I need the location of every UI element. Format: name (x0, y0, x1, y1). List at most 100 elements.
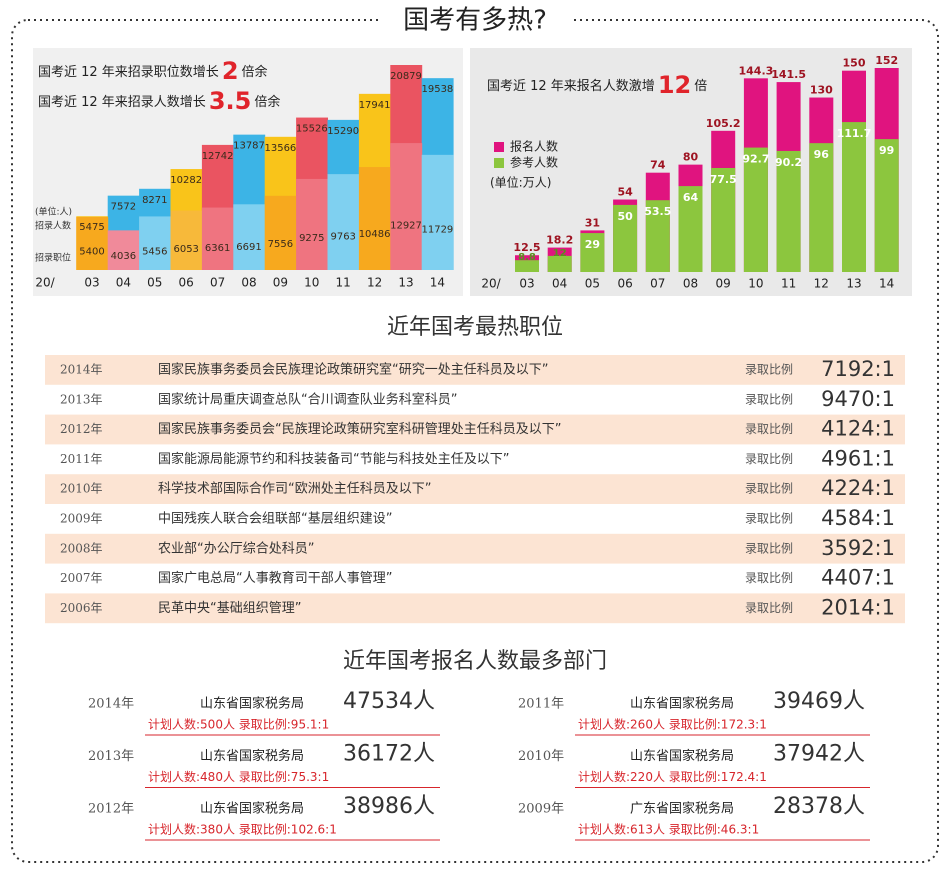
ratio-value: 7192:1 (821, 357, 895, 381)
x-tick-label: 12 (814, 277, 829, 291)
applicant-count: 39469 (773, 689, 843, 714)
x-tick-label: 09 (716, 277, 731, 291)
value-label: 105.2 (706, 117, 741, 130)
row-year: 2007年 (60, 571, 103, 585)
x-tick-label: 06 (617, 277, 632, 291)
row-year: 2008年 (60, 541, 103, 555)
row-band (45, 593, 905, 624)
row-year: 2014年 (60, 363, 103, 377)
post-count-area (201, 207, 234, 270)
x-tick-label: 05 (585, 277, 600, 291)
x-tick-label: 03 (84, 276, 99, 290)
dept-detail: 计划人数:260人 录取比例:172.3:1 (578, 717, 767, 732)
ratio-label: 录取比例 (745, 422, 793, 436)
attendee-bar (678, 186, 703, 272)
x-tick-label: 08 (683, 277, 698, 291)
dept-detail: 计划人数:220人 录取比例:172.4:1 (578, 769, 767, 784)
ratio-label: 录取比例 (745, 363, 793, 377)
ratio-label: 录取比例 (745, 512, 793, 526)
x-tick-label: 06 (179, 276, 194, 290)
ratio-label: 录取比例 (745, 392, 793, 406)
row-position: 科学技术部国际合作司“欧洲处主任科员及以下” (158, 481, 431, 497)
ratio-value: 4124:1 (821, 417, 895, 441)
x-tick-label: 10 (304, 276, 319, 290)
value-label: 13566 (264, 143, 296, 154)
headline-suffix: 倍 (694, 79, 707, 94)
ratio-value: 4224:1 (821, 476, 895, 500)
post-count-area (107, 230, 140, 270)
x-tick-label: 14 (430, 276, 445, 290)
dept-year: 2010年 (518, 749, 564, 764)
row-position: 中国残疾人联合会组联部“基层组织建设” (158, 512, 392, 527)
ratio-label: 录取比例 (745, 452, 793, 466)
post-count-area (233, 204, 266, 270)
value-label: 20879 (390, 71, 422, 82)
headline: 国考近 12 年来报名人数激增 12 倍 (487, 71, 707, 99)
ratio-label: 录取比例 (745, 482, 793, 496)
count-unit: 人 (843, 742, 865, 767)
dept-year: 2009年 (518, 802, 564, 817)
x-tick-label: 10 (748, 277, 763, 291)
page-title: 国考有多热? (403, 6, 547, 36)
value-label: 111.7 (837, 127, 872, 140)
dept-year: 2012年 (88, 802, 134, 817)
dept-detail: 计划人数:380人 录取比例:102.6:1 (148, 822, 337, 837)
x-tick-label: 13 (846, 277, 861, 291)
ratio-value: 4407:1 (821, 566, 895, 590)
attendee-bar (874, 139, 899, 272)
x-tick-label: 11 (336, 276, 351, 290)
post-count-area (264, 195, 297, 270)
value-label: 74 (650, 159, 666, 172)
post-count-area (296, 178, 328, 270)
value-label: 96 (814, 148, 830, 161)
attendee-bar (711, 167, 736, 272)
value-label: 8271 (142, 195, 167, 206)
value-label: 141.5 (771, 68, 806, 81)
applicant-count: 38986 (343, 794, 413, 819)
value-label: 4036 (111, 251, 136, 262)
x-tick-label: 07 (210, 276, 225, 290)
value-label: 31 (585, 216, 600, 229)
row-position: 农业部“办公厅综合处科员” (158, 541, 314, 556)
dept-year: 2014年 (88, 697, 134, 712)
value-label: 80 (683, 151, 699, 164)
value-label: 12742 (202, 151, 234, 162)
applicant-count: 37942 (773, 742, 843, 767)
value-label: 15290 (327, 126, 359, 137)
dept-name: 山东省国家税务局 (200, 801, 304, 817)
unit-label: (单位:万人) (490, 175, 551, 190)
value-label: 152 (875, 54, 898, 67)
legend-label: 参考人数 (510, 155, 558, 170)
ratio-value: 2014:1 (821, 595, 895, 619)
post-count-area (358, 167, 391, 270)
attendee-bar (645, 200, 670, 272)
value-label: 9763 (330, 231, 355, 242)
dept-name: 山东省国家税务局 (200, 696, 304, 712)
value-label: 54 (617, 186, 633, 199)
ratio-label: 录取比例 (745, 571, 793, 585)
x-tick-label: 04 (552, 277, 567, 291)
count-unit: 人 (413, 742, 435, 767)
dept-detail: 计划人数:613人 录取比例:46.3:1 (578, 822, 759, 837)
post-count-area (390, 143, 423, 270)
value-label: 19538 (421, 84, 453, 95)
x-tick-label: 04 (116, 276, 131, 290)
headline: 国考近 12 年来招录职位数增长 2 倍余 (38, 57, 268, 85)
row-year: 2013年 (60, 392, 103, 406)
attendee-bar (743, 147, 768, 272)
attendee-bar (547, 255, 572, 272)
attendee-bar (613, 204, 638, 272)
attendee-bar (515, 260, 539, 272)
headline-number: 2 (222, 57, 239, 85)
value-label: 150 (843, 57, 866, 70)
ratio-value: 4584:1 (821, 506, 895, 530)
dept-name: 山东省国家税务局 (200, 748, 304, 764)
value-label: 50 (617, 210, 633, 223)
row-position: 国家民族事务委员会“民族理论政策研究室科研管理处主任科员及以下” (158, 421, 561, 437)
legend-swatch (494, 142, 504, 152)
row-position: 国家广电总局“人事教育司干部人事管理” (158, 570, 392, 586)
x-tick-label: 07 (650, 277, 665, 291)
dept-name: 山东省国家税务局 (630, 696, 734, 712)
post-count-area (421, 154, 454, 270)
